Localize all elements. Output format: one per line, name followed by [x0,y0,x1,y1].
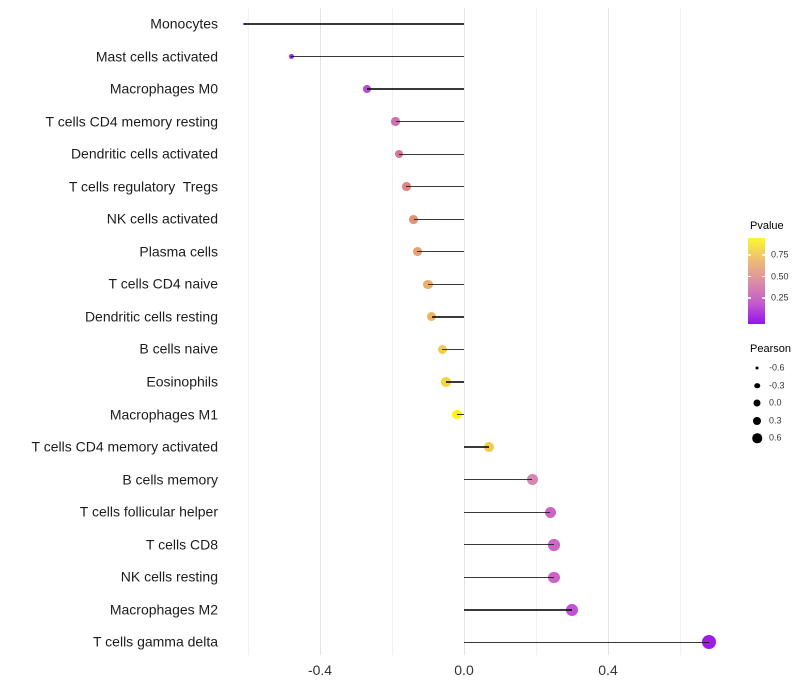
y-axis-label: T cells CD4 naive [108,276,218,293]
pearson-legend-tick-label: -0.6 [769,362,785,373]
colorbar-tick-mark [762,254,765,256]
lollipop-stem [431,316,464,318]
colorbar-tick-mark [762,275,765,278]
pearson-legend-dot [752,433,762,444]
pearson-legend-tick-label: 0.6 [769,432,782,443]
data-point [441,377,451,387]
y-axis-label: Macrophages M2 [109,601,218,618]
lollipop-stem [395,120,464,123]
y-axis-label: Plasma cells [139,243,218,260]
data-point [701,635,716,650]
lollipop-stem [291,55,464,58]
lollipop-stem [446,381,464,383]
lollipop-stem [244,23,464,25]
lollipop-stem [464,479,533,481]
pvalue-colorbar [748,238,765,324]
pvalue-tick-label: 0.50 [771,271,789,282]
lollipop-stem [464,446,490,448]
minor-gridline [680,8,681,655]
pvalue-legend-title: Pvalue [750,220,784,232]
lollipop-stem [417,251,464,253]
y-axis-label: T cells gamma delta [92,634,218,651]
y-axis-label: B cells memory [122,471,218,488]
lollipop-stem [464,511,551,513]
y-axis-label: NK cells activated [106,210,218,227]
y-axis-label: Macrophages M0 [109,80,218,97]
y-axis-label: T cells regulatory Tregs [68,178,218,195]
y-axis-label: B cells naive [139,341,218,358]
minor-gridline [248,8,249,655]
pearson-legend-tick-label: -0.3 [769,380,785,391]
data-point [423,279,433,289]
major-gridline [608,8,609,655]
colorbar-tick-mark [748,275,751,278]
x-axis-tick-label: 0.0 [454,662,474,678]
lollipop-stem [428,283,464,286]
y-axis-label: Macrophages M1 [109,406,218,423]
major-gridline [320,8,321,655]
pvalue-tick-label: 0.25 [771,292,789,303]
data-point [484,441,495,453]
colorbar-tick-mark [748,297,751,299]
lollipop-stem [399,153,464,155]
y-axis-label: T cells CD4 memory resting [45,113,218,130]
y-axis-label: T cells CD8 [145,536,218,553]
data-point [544,506,557,518]
lollipop-stem [464,609,572,611]
lollipop-stem [366,88,464,90]
data-point [437,344,448,355]
pearson-legend-tick-label: 0.0 [769,397,782,408]
minor-gridline [392,8,393,655]
y-axis-label: Mast cells activated [95,48,218,65]
pearson-legend-dot [754,383,760,389]
x-axis-tick-label: 0.4 [598,662,618,678]
x-axis-tick-label: -0.4 [307,662,333,678]
major-gridline [464,8,465,655]
y-axis-label: NK cells resting [120,569,218,586]
data-point [451,409,462,420]
y-axis-label: Monocytes [150,15,218,32]
data-point [427,312,437,322]
colorbar-tick-mark [762,297,765,299]
y-axis-label: Dendritic cells resting [84,308,218,325]
lollipop-stem [413,218,464,220]
lollipop-stem [464,641,709,644]
lollipop-stem [406,186,464,188]
pearson-legend-title: Pearson [750,343,791,355]
lollipop-stem [456,413,464,416]
y-axis-label: Dendritic cells activated [70,145,218,162]
y-axis-label: T cells follicular helper [79,503,218,520]
colorbar-tick-mark [748,254,751,256]
data-point [526,474,538,486]
data-point [363,85,371,93]
minor-gridline [536,8,537,655]
y-axis-label: Eosinophils [146,373,218,390]
data-point [409,214,418,224]
pearson-legend-dot [753,399,761,407]
y-axis-label: T cells CD4 memory activated [31,438,218,455]
lollipop-stem [464,576,554,578]
lollipop-stem [442,348,464,351]
pearson-legend-dot [755,366,759,370]
lollipop-stem [464,544,554,546]
pearson-legend-tick-label: 0.3 [769,415,782,426]
pvalue-tick-label: 0.75 [771,249,789,260]
pearson-legend-dot [753,416,761,425]
